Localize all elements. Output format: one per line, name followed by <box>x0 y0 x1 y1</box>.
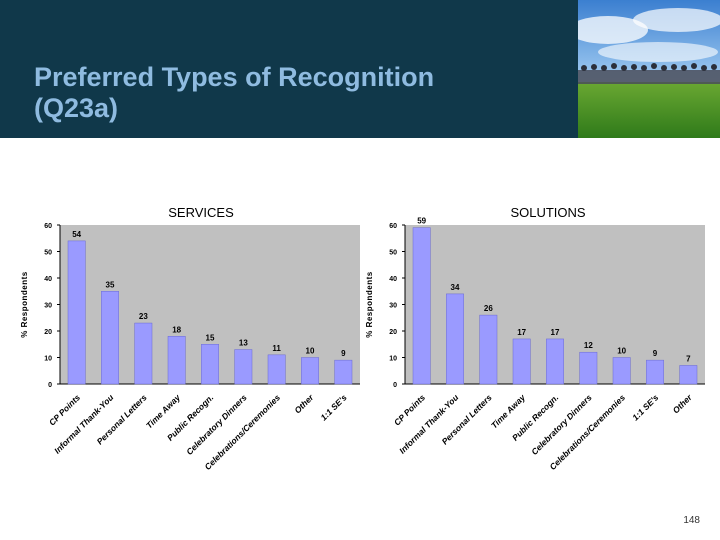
solutions-bar <box>646 359 664 385</box>
solutions-category-label: Celebratory Dinners <box>529 392 594 457</box>
solutions-bar <box>679 365 698 385</box>
solutions-category-label: CP Points <box>392 392 427 427</box>
title-line-2: (Q23a) <box>34 93 119 123</box>
services-category-label: Other <box>292 392 316 416</box>
header-banner: Preferred Types of Recognition (Q23a) <box>0 0 720 138</box>
solutions-y-tick-label: 30 <box>389 303 397 310</box>
solutions-data-label: 12 <box>584 341 593 350</box>
services-bar <box>167 336 186 385</box>
solutions-data-label: 34 <box>451 283 460 292</box>
services-bar <box>101 291 119 385</box>
services-y-tick-label: 60 <box>44 223 52 230</box>
services-data-label: 35 <box>106 280 115 289</box>
services-data-label: 18 <box>172 325 181 334</box>
solutions-data-label: 9 <box>653 349 658 358</box>
crowd-photo <box>578 0 720 138</box>
services-bar <box>234 349 253 385</box>
solutions-y-axis-label: % Respondents <box>365 271 374 338</box>
services-data-label: 10 <box>306 347 315 356</box>
services-chart-svg: 0 10 20 30 40 50 60 % Respondents 54 CP Points 35 I… <box>20 223 360 472</box>
solutions-y-tick-label: 50 <box>389 250 397 257</box>
services-category-label: Celebratory Dinners <box>184 392 249 457</box>
services-y-tick-label: 10 <box>44 356 52 363</box>
services-y-axis-label: % Respondents <box>20 271 29 338</box>
services-bar <box>134 322 153 385</box>
services-bar <box>334 359 353 385</box>
solutions-category-label: Informal Thank-You <box>397 392 461 456</box>
services-data-label: 23 <box>139 312 148 321</box>
title-line-1: Preferred Types of Recognition <box>34 62 435 92</box>
services-chart: SERVICES 0 10 20 30 40 50 60 % Respondents 54 CP … <box>15 205 365 505</box>
services-category-label: CP Points <box>47 392 82 427</box>
services-bar <box>201 344 219 385</box>
solutions-data-label: 17 <box>551 328 560 337</box>
services-y-tick-label: 50 <box>44 250 52 257</box>
solutions-data-label: 10 <box>617 347 626 356</box>
solutions-y-tick-label: 0 <box>393 382 397 389</box>
services-bar <box>301 357 319 385</box>
services-chart-title: SERVICES <box>168 205 234 220</box>
solutions-y-tick-label: 40 <box>389 276 397 283</box>
page-number: 148 <box>683 515 700 526</box>
services-data-label: 54 <box>72 230 81 239</box>
solutions-chart-title: SOLUTIONS <box>510 205 586 220</box>
services-category-label: 1:1 SE's <box>319 392 349 422</box>
solutions-data-label: 59 <box>417 217 426 226</box>
solutions-bar <box>446 293 464 385</box>
solutions-y-tick-label: 20 <box>389 329 397 336</box>
services-y-tick-label: 20 <box>44 329 52 336</box>
solutions-bar <box>512 338 531 385</box>
services-y-tick-label: 0 <box>48 382 52 389</box>
solutions-bar <box>546 338 564 385</box>
services-category-label: Informal Thank-You <box>52 392 116 456</box>
solutions-category-label: 1:1 SE's <box>630 392 660 422</box>
services-data-label: 11 <box>272 344 281 353</box>
services-data-label: 9 <box>341 349 346 358</box>
solutions-category-label: Other <box>671 392 695 416</box>
solutions-bar <box>612 357 631 385</box>
services-data-label: 15 <box>206 333 215 342</box>
solutions-chart-svg: 0 10 20 30 40 50 60 % Respondents 59 CP Points 34 I… <box>365 217 705 472</box>
solutions-data-label: 7 <box>686 354 691 363</box>
solutions-y-tick-label: 10 <box>389 356 397 363</box>
services-data-label: 13 <box>239 339 248 348</box>
services-y-tick-label: 30 <box>44 303 52 310</box>
services-bar <box>67 240 86 385</box>
solutions-data-label: 26 <box>484 304 493 313</box>
services-bar <box>267 354 286 385</box>
solutions-data-label: 17 <box>517 328 526 337</box>
solutions-chart: SOLUTIONS 0 10 20 30 40 50 60 % Respondents 59 CP… <box>360 205 710 505</box>
solutions-bar <box>412 227 431 385</box>
page-title: Preferred Types of Recognition (Q23a) <box>34 62 434 124</box>
solutions-bar <box>579 351 598 385</box>
solutions-bar <box>479 314 498 385</box>
services-y-tick-label: 40 <box>44 276 52 283</box>
solutions-y-tick-label: 60 <box>389 223 397 230</box>
